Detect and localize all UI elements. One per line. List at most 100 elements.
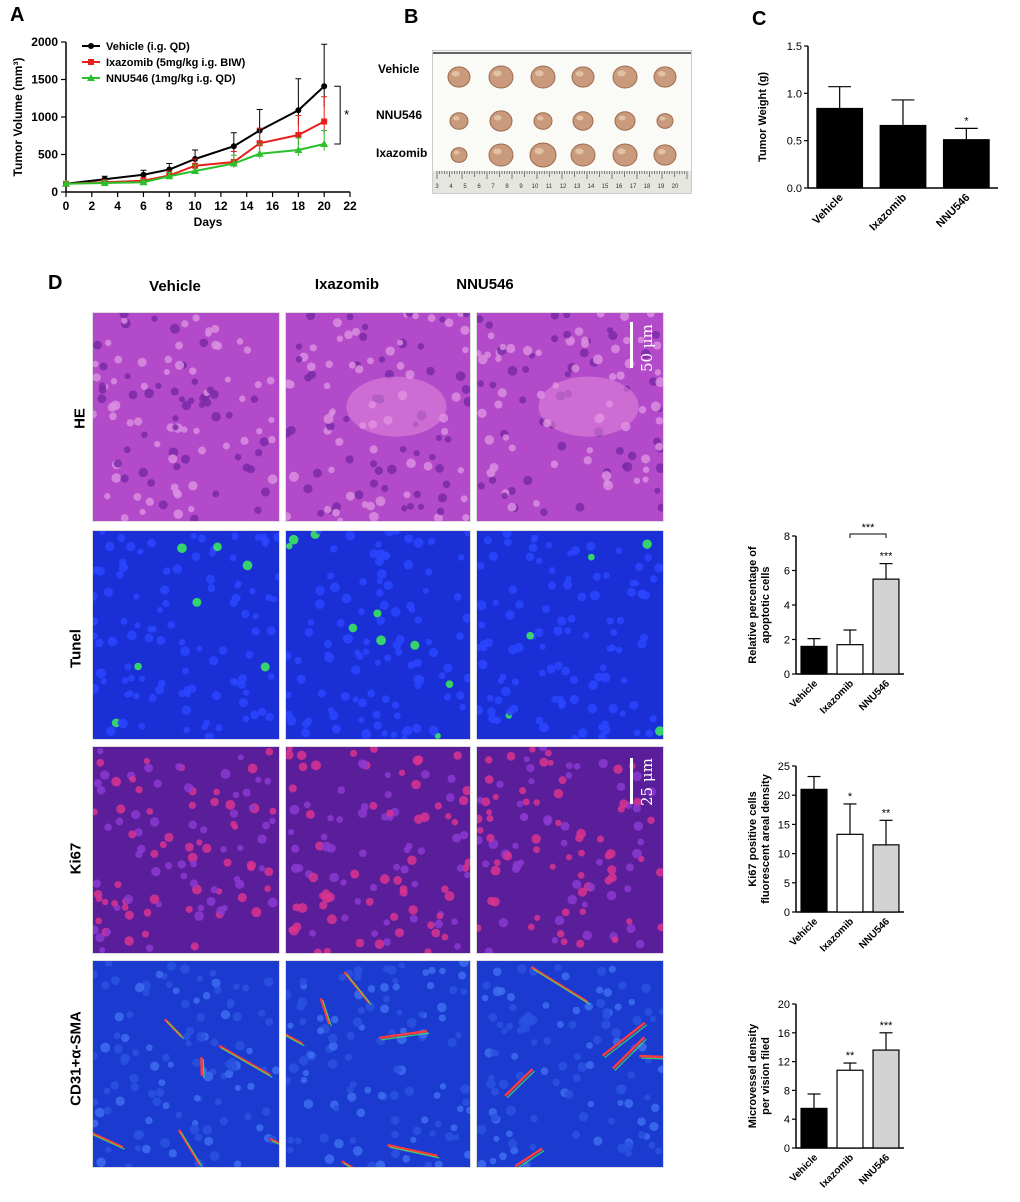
cell (138, 467, 149, 478)
cell (433, 1092, 441, 1099)
cell (486, 1079, 496, 1089)
cell (596, 313, 605, 318)
cell (342, 634, 349, 642)
cell (374, 939, 385, 949)
cell (334, 1138, 344, 1149)
cell (194, 911, 204, 921)
cell (328, 1041, 338, 1051)
cell (172, 488, 181, 497)
cell (459, 961, 469, 967)
cell (543, 1037, 552, 1045)
cell (657, 923, 663, 932)
category-label: Ixazomib (818, 916, 856, 954)
cell (434, 1160, 443, 1167)
tumor-sample (612, 65, 638, 89)
cell (484, 775, 494, 784)
cell (95, 638, 104, 648)
ruler-label: 12 (560, 184, 567, 190)
bar-vehicle (800, 1107, 828, 1149)
cell (358, 716, 365, 724)
cell (341, 914, 349, 922)
cell (628, 998, 636, 1006)
cell (157, 679, 166, 688)
data-point (294, 146, 303, 153)
cell (522, 798, 530, 806)
cell (442, 480, 451, 489)
cell (457, 554, 465, 561)
cell (425, 638, 433, 646)
cell (598, 758, 608, 769)
cell (408, 606, 416, 613)
cell (625, 863, 634, 872)
cell (274, 572, 279, 581)
cell (93, 566, 101, 575)
cell (374, 659, 381, 666)
cell (98, 382, 107, 390)
micrograph-ki67-1 (285, 746, 471, 954)
cell (462, 313, 470, 318)
cell (434, 802, 443, 810)
micrograph-background (93, 313, 279, 521)
cell (352, 1146, 363, 1156)
cell (540, 1067, 549, 1076)
cell (443, 663, 453, 673)
scale-label-he: 50 μm (638, 324, 656, 372)
tumor-sample (533, 112, 553, 130)
cell (337, 517, 344, 521)
micrograph-cd31-2 (476, 960, 664, 1168)
cell (406, 458, 416, 469)
cell (350, 869, 360, 879)
cell (111, 899, 118, 907)
cell (375, 541, 382, 548)
cell (354, 649, 361, 657)
cell (603, 479, 611, 487)
cell (142, 989, 150, 997)
cell (542, 1002, 550, 1009)
cell (93, 879, 101, 888)
cell (150, 1061, 160, 1071)
cell (101, 981, 110, 990)
cell (596, 858, 603, 866)
cell (477, 705, 484, 716)
x-tick-label: 16 (266, 199, 280, 213)
cell (616, 616, 625, 625)
significance-mark: *** (880, 551, 894, 563)
tumor-photo-drawing: 3 4 5 6 7 8 9 10 11 12 13 14 15 16 17 18 19 20 (433, 52, 691, 193)
cell (99, 531, 106, 535)
cell (654, 487, 661, 494)
cell (167, 1061, 174, 1068)
cell (211, 340, 220, 350)
cell (180, 454, 191, 464)
cell (439, 1083, 447, 1090)
cell (138, 723, 146, 730)
significance-bracket (334, 85, 341, 145)
cell (596, 986, 604, 994)
cell (648, 1141, 656, 1149)
cell (350, 749, 358, 757)
cell (497, 388, 507, 398)
cell (162, 1102, 170, 1110)
cell (121, 677, 129, 684)
cell (586, 1042, 593, 1049)
vessel-red (93, 1132, 124, 1149)
cell (264, 777, 272, 785)
cell (366, 501, 375, 511)
cell (646, 313, 655, 318)
cell (399, 445, 407, 453)
cell (429, 1130, 436, 1137)
cell (505, 610, 515, 620)
cell (392, 640, 402, 650)
cell (626, 923, 636, 934)
cell (553, 788, 564, 799)
cell (104, 339, 112, 347)
cell (120, 474, 129, 483)
cell (183, 686, 191, 694)
tumor-sample (614, 111, 636, 131)
cell (173, 463, 181, 471)
tumor-sample (571, 66, 595, 88)
cell (400, 865, 409, 874)
cell (560, 839, 568, 847)
vessel-red (218, 1044, 271, 1077)
tumor-highlight (535, 70, 544, 77)
cell (506, 993, 515, 1002)
